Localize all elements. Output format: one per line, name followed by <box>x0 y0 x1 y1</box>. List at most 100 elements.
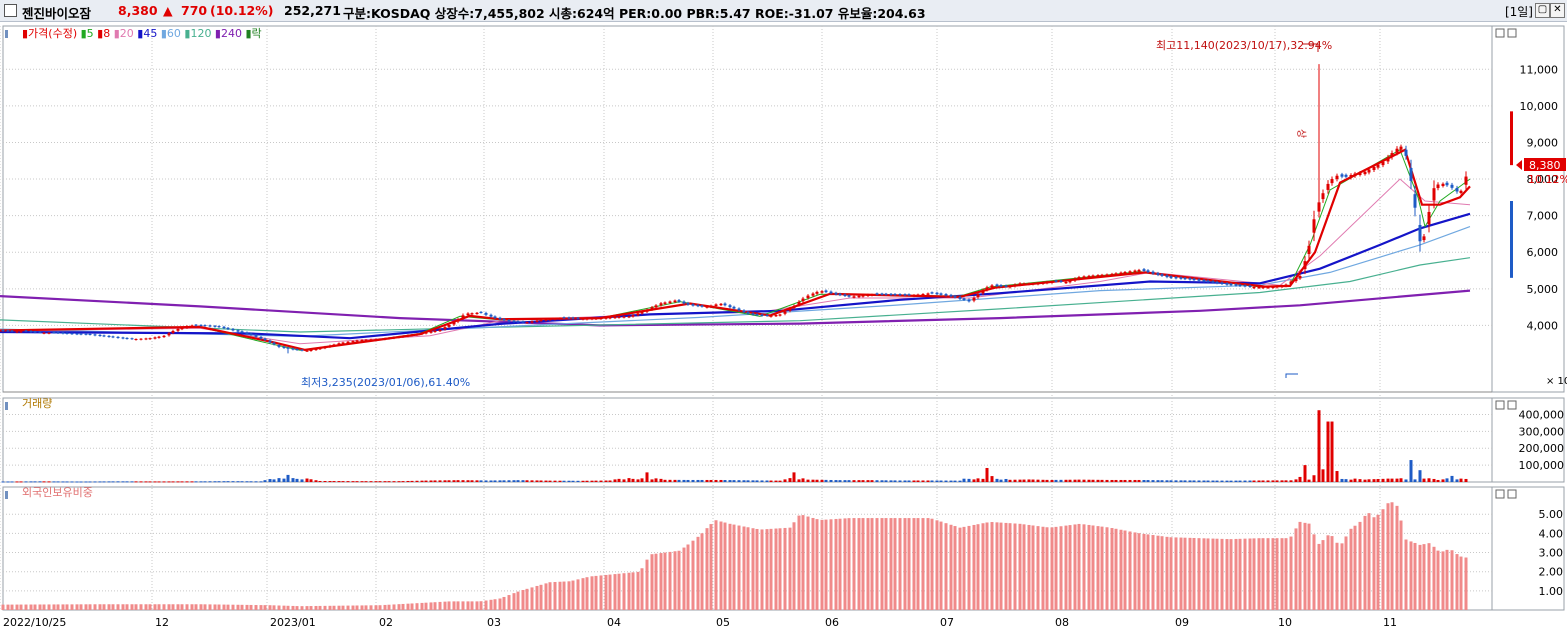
volume-bar <box>820 479 824 482</box>
volume-bar <box>567 480 571 482</box>
volume-bar <box>1174 480 1178 482</box>
volume-bar <box>277 478 281 482</box>
close-icon[interactable]: ✕ <box>1550 3 1565 18</box>
candle-body <box>93 334 97 336</box>
panel-close-icon[interactable] <box>1507 28 1517 38</box>
candle-body <box>627 316 631 318</box>
x-tick-label: 12 <box>155 616 169 629</box>
volume-bar <box>1399 478 1403 482</box>
upper-limit-marker: 상 <box>1295 129 1307 138</box>
volume-bar <box>1243 480 1247 482</box>
foreign-ratio-bar <box>769 528 773 610</box>
candle-body <box>328 345 332 347</box>
foreign-ratio-bar <box>576 579 580 610</box>
volume-bar <box>148 481 152 483</box>
candle-body <box>1018 283 1022 286</box>
volume-bar <box>397 481 401 483</box>
candle-body <box>705 306 709 308</box>
foreign-ratio-bar <box>1031 525 1035 610</box>
legend-item[interactable]: ▮가격(수정) <box>22 27 77 40</box>
panel-minimize-icon[interactable] <box>1495 400 1505 410</box>
legend-item[interactable]: ▮60 <box>157 27 181 40</box>
candle-body <box>171 330 175 333</box>
price-change: 770 <box>181 3 208 18</box>
candle-body <box>1123 271 1127 274</box>
candle-body <box>673 300 677 303</box>
candle-body <box>1243 285 1247 287</box>
legend-item[interactable]: ▮45 <box>134 27 158 40</box>
volume-bar <box>1068 479 1072 482</box>
volume-bar <box>121 481 125 483</box>
period-selector[interactable]: [1일] <box>1504 5 1533 19</box>
panel-minimize-icon[interactable] <box>1495 28 1505 38</box>
stock-chart[interactable]: 2022/10/25 12 2023/01 02 03 04 05 06 07 08 09 10 11 4… <box>0 22 1567 630</box>
legend-item[interactable]: ▮240 <box>211 27 242 40</box>
stock-checkbox[interactable] <box>4 4 17 17</box>
volume-bar <box>75 481 79 483</box>
candle-body <box>617 316 621 318</box>
foreign-ratio-bar <box>613 574 617 610</box>
maximize-icon[interactable]: ▢ <box>1535 3 1550 18</box>
volume-bar <box>613 479 617 482</box>
volume-bar <box>456 480 460 482</box>
candle-body <box>176 328 180 331</box>
foreign-ratio-bar <box>328 605 332 610</box>
foreign-ratio-bar <box>1036 526 1040 610</box>
volume-bar <box>604 480 608 482</box>
volume-bar <box>98 481 102 483</box>
legend-item[interactable]: ▮5 <box>77 27 94 40</box>
candle-body <box>663 302 667 304</box>
candle-body <box>1409 167 1413 181</box>
volume-bar <box>1077 479 1081 482</box>
volume-bar <box>751 480 755 482</box>
candle-body <box>360 339 364 342</box>
volume-bar <box>130 481 134 483</box>
volume-bar <box>654 478 658 482</box>
volume-bar <box>788 478 792 482</box>
candle-body <box>516 321 520 323</box>
candle-body <box>1008 285 1012 288</box>
panel-minimize-icon[interactable] <box>1495 489 1505 499</box>
foreign-ratio-bar <box>1441 551 1445 610</box>
volume-tick-label: 400,000 <box>1519 408 1565 421</box>
panel-close-icon[interactable] <box>1507 489 1517 499</box>
volume-bar <box>1114 479 1118 482</box>
candle-body <box>1045 281 1049 284</box>
legend-item[interactable]: ▮8 <box>94 27 111 40</box>
candle-body <box>61 332 65 334</box>
foreign-ratio-bar <box>1432 546 1436 610</box>
candle-body <box>323 346 327 349</box>
volume-bar <box>268 479 272 482</box>
candle-body <box>277 344 281 347</box>
volume-bar <box>958 480 962 482</box>
foreign-ratio-bar <box>351 605 355 610</box>
candle-body <box>1363 171 1367 175</box>
candle-body <box>571 317 575 319</box>
volume-bar <box>1110 479 1114 482</box>
volume-bar <box>139 481 143 483</box>
legend-item[interactable]: ▮20 <box>110 27 134 40</box>
volume-bar <box>1202 480 1206 482</box>
candle-body <box>1082 276 1086 278</box>
panel-close-icon[interactable] <box>1507 400 1517 410</box>
volume-bar <box>309 479 313 482</box>
candle-body <box>84 333 88 335</box>
panel-marker-icon <box>5 491 8 499</box>
volume-bar <box>967 478 971 482</box>
foreign-ratio-bar <box>1202 538 1206 610</box>
foreign-ratio-bar <box>309 606 313 610</box>
volume-bar <box>792 472 796 482</box>
foreign-ratio-bar <box>567 581 571 610</box>
volume-bar <box>1151 480 1155 482</box>
foreign-ratio-bar <box>1133 532 1137 610</box>
foreign-ratio-bar <box>622 573 626 610</box>
volume-bar <box>1335 471 1339 482</box>
candle-body <box>613 316 617 319</box>
candle-body <box>493 316 497 319</box>
legend-item[interactable]: ▮120 <box>181 27 212 40</box>
foreign-ratio-bar <box>300 606 304 610</box>
foreign-ratio-bar <box>190 604 194 610</box>
foreign-ratio-bar <box>723 522 727 610</box>
candle-body <box>1275 286 1279 288</box>
legend-item[interactable]: ▮락 <box>242 27 262 40</box>
